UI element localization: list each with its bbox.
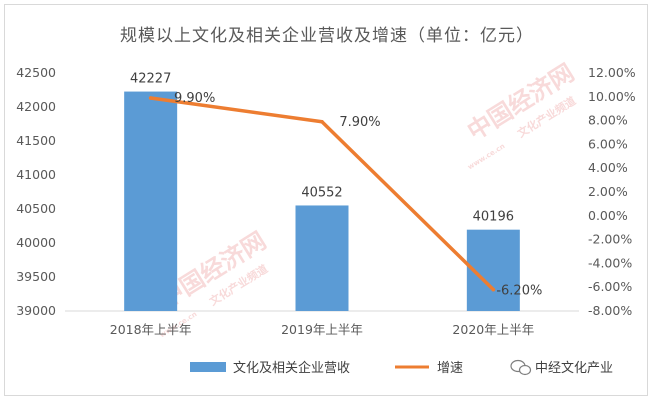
line-data-label: 7.90% bbox=[339, 115, 380, 130]
legend-swatch-bar bbox=[190, 362, 226, 372]
right-axis-tick-label: -4.00% bbox=[588, 255, 632, 270]
chart-title: 规模以上文化及相关企业营收及增速（单位：亿元） bbox=[120, 26, 534, 46]
line-point bbox=[148, 96, 153, 100]
left-axis-tick-label: 39000 bbox=[16, 303, 56, 318]
right-axis-tick-label: 4.00% bbox=[588, 160, 628, 175]
x-axis: 2018年上半年 2019年上半年 2020年上半年 bbox=[65, 310, 579, 337]
right-axis-tick-label: 12.00% bbox=[588, 65, 636, 80]
bar bbox=[295, 205, 349, 311]
chart-svg: 规模以上文化及相关企业营收及增速（单位：亿元） 中国经济网文化产业频道www.c… bbox=[16, 26, 636, 376]
right-axis-tick-label: 8.00% bbox=[588, 113, 628, 128]
left-axis-tick-label: 41000 bbox=[16, 167, 56, 182]
legend-label-bar: 文化及相关企业营收 bbox=[233, 360, 350, 376]
left-axis-tick-label: 40500 bbox=[16, 201, 56, 216]
x-axis-tick-label: 2020年上半年 bbox=[452, 322, 534, 337]
bar-series bbox=[124, 91, 520, 312]
right-axis-tick-label: 0.00% bbox=[588, 208, 628, 223]
data-labels: 42227 40552 40196 9.90% 7.90% -6.20% bbox=[130, 72, 542, 299]
bar-data-label: 40196 bbox=[473, 210, 514, 225]
left-axis-tick-label: 41500 bbox=[16, 133, 56, 148]
wechat-icon-bubble bbox=[518, 364, 532, 376]
x-axis-tick-label: 2019年上半年 bbox=[281, 322, 363, 337]
left-axis-tick-label: 40000 bbox=[16, 235, 56, 250]
right-axis-tick-label: -6.00% bbox=[588, 279, 632, 294]
right-axis-tick-label: -2.00% bbox=[588, 232, 632, 247]
chart-frame: 规模以上文化及相关企业营收及增速（单位：亿元） 中国经济网 文化产业频道 www.c… bbox=[4, 4, 648, 396]
watermark-url: www.ce.cn bbox=[466, 142, 506, 171]
legend-label-line: 增速 bbox=[437, 361, 463, 376]
left-axis-tick-label: 42500 bbox=[16, 65, 56, 80]
line-point bbox=[320, 119, 324, 124]
wechat-icon bbox=[510, 359, 532, 376]
line-data-label: -6.20% bbox=[496, 284, 542, 299]
left-axis: 42500 42000 41500 41000 40500 40000 39500 39000 bbox=[16, 65, 56, 318]
right-axis-tick-label: 2.00% bbox=[588, 184, 628, 199]
right-axis-tick-label: 6.00% bbox=[588, 136, 628, 151]
x-axis-tick-label: 2018年上半年 bbox=[110, 322, 192, 337]
left-axis-tick-label: 39500 bbox=[16, 269, 56, 284]
bar-data-label: 42227 bbox=[130, 72, 171, 87]
bar bbox=[124, 91, 178, 312]
right-axis: 12.00% 10.00% 8.00% 6.00% 4.00% 2.00% 0.00% -2.… bbox=[588, 65, 636, 318]
legend: 文化及相关企业营收 增速 中经文化产业 bbox=[190, 359, 613, 376]
right-axis-tick-label: -8.00% bbox=[588, 303, 632, 318]
bar-data-label: 40552 bbox=[301, 185, 342, 200]
left-axis-tick-label: 42000 bbox=[16, 99, 56, 114]
line-series bbox=[148, 96, 496, 292]
source-mark: 中经文化产业 bbox=[535, 361, 613, 376]
line-point bbox=[491, 287, 496, 292]
right-axis-tick-label: 10.00% bbox=[588, 89, 636, 104]
line-data-label: 9.90% bbox=[174, 91, 215, 106]
